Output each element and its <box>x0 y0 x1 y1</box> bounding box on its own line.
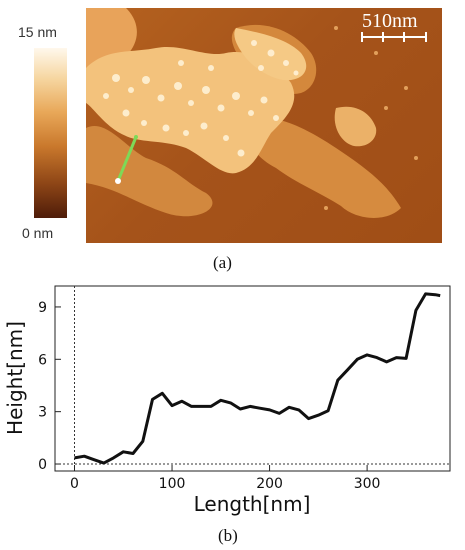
axis-ticks <box>55 306 368 471</box>
tick-labels: 0 100 200 300 0 3 6 9 <box>38 300 380 492</box>
bright-island <box>86 46 295 174</box>
y-tick-label: 6 <box>38 352 47 368</box>
y-tick-label: 0 <box>38 457 47 473</box>
plot-frame <box>54 285 451 472</box>
profile-marker-start <box>134 135 138 139</box>
scale-bar <box>361 32 427 42</box>
x-tick-label: 200 <box>256 476 283 492</box>
colorbar-max-label: 15 nm <box>18 24 57 40</box>
panel-b-label: (b) <box>218 526 238 545</box>
height-profile-chart: 0 100 200 300 0 3 6 9 Length[nm] Height[nm] <box>3 285 451 516</box>
x-tick-label: 300 <box>354 476 381 492</box>
scale-bar-label: 510nm <box>362 10 418 32</box>
x-tick-label: 100 <box>159 476 186 492</box>
x-axis-title: Length[nm] <box>194 492 311 516</box>
height-profile-line <box>74 292 441 465</box>
terrace-region <box>86 125 213 217</box>
y-tick-label: 3 <box>38 405 47 421</box>
y-axis-title: Height[nm] <box>3 321 27 435</box>
profile-marker-line <box>116 136 138 182</box>
bright-island <box>334 106 377 147</box>
x-tick-label: 0 <box>70 476 79 492</box>
profile-marker-end <box>115 178 121 184</box>
panel-a-label: (a) <box>213 253 232 272</box>
colorbar-min-label: 0 nm <box>22 225 54 241</box>
height-colorbar <box>34 48 67 218</box>
afm-height-image <box>86 8 442 243</box>
afm-image-graphic <box>86 8 427 218</box>
y-tick-label: 9 <box>38 300 47 316</box>
reference-lines <box>55 286 450 471</box>
terrace-region <box>245 117 401 218</box>
